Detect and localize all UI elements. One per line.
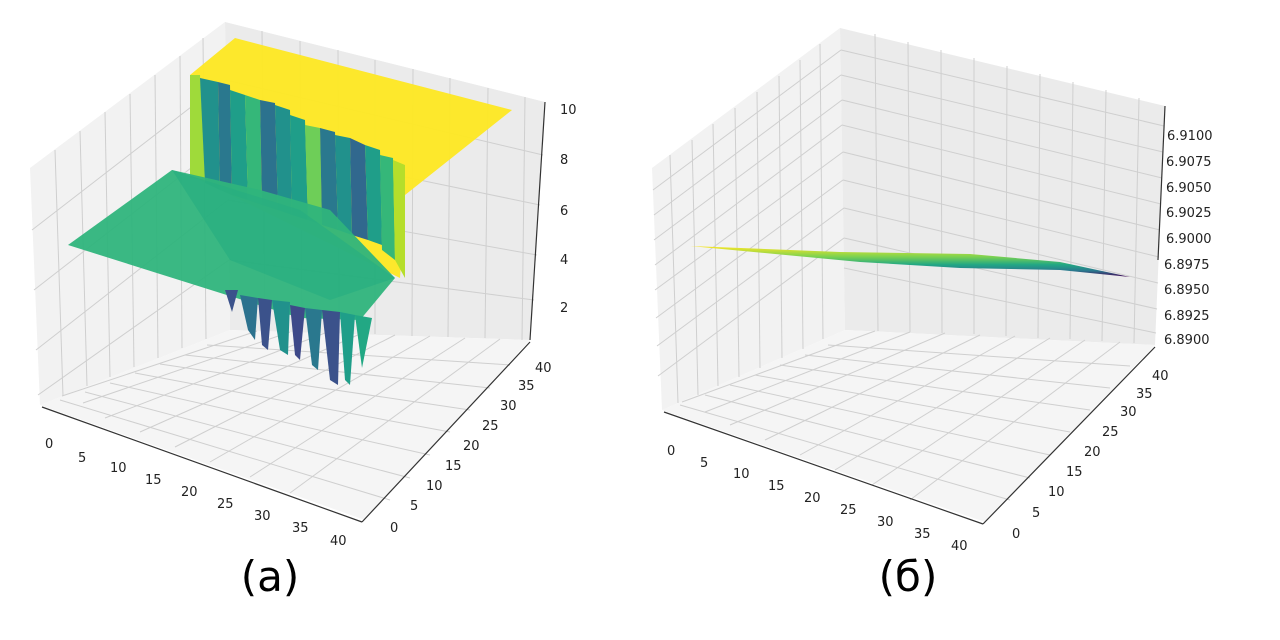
surface-plot-a: 0 5 10 15 20 25 30 35 40 0 5 10 15 20 25… <box>30 22 577 549</box>
svg-text:0: 0 <box>667 444 675 459</box>
svg-text:6.8925: 6.8925 <box>1164 309 1210 324</box>
svg-text:6.9025: 6.9025 <box>1166 206 1212 221</box>
svg-text:6.9075: 6.9075 <box>1166 155 1212 170</box>
svg-text:35: 35 <box>292 521 309 536</box>
svg-text:20: 20 <box>463 439 480 454</box>
svg-text:20: 20 <box>804 491 821 506</box>
z-axis <box>1157 105 1166 261</box>
svg-text:0: 0 <box>1012 527 1020 542</box>
svg-text:40: 40 <box>951 539 968 554</box>
surface-plot-b: 0 5 10 15 20 25 30 35 40 0 5 10 15 20 25… <box>652 28 1213 554</box>
svg-text:30: 30 <box>877 515 894 530</box>
svg-text:40: 40 <box>330 534 347 549</box>
z-tick-labels: 2 4 6 8 10 <box>560 103 577 316</box>
svg-text:30: 30 <box>254 509 271 524</box>
svg-text:5: 5 <box>410 499 418 514</box>
svg-text:20: 20 <box>1084 445 1101 460</box>
pane-floor <box>662 330 1155 522</box>
surface-spikes-down <box>225 290 372 385</box>
svg-text:35: 35 <box>1136 387 1153 402</box>
surface-sliver <box>690 246 1130 277</box>
svg-text:6.9050: 6.9050 <box>1166 181 1212 196</box>
svg-text:40: 40 <box>535 361 552 376</box>
chart-panel-b: 0 5 10 15 20 25 30 35 40 0 5 10 15 20 25… <box>640 0 1280 640</box>
svg-text:0: 0 <box>45 437 53 452</box>
svg-text:10: 10 <box>426 479 443 494</box>
y-axis <box>982 346 1156 525</box>
svg-text:6.8900: 6.8900 <box>1164 333 1210 348</box>
svg-text:6.8950: 6.8950 <box>1164 283 1210 298</box>
y-tick-labels: 0 5 10 15 20 25 30 35 40 <box>390 361 552 536</box>
svg-text:6.9000: 6.9000 <box>1166 232 1212 247</box>
x-tick-labels: 0 5 10 15 20 25 30 35 40 <box>45 437 347 549</box>
svg-text:15: 15 <box>1066 465 1083 480</box>
svg-text:40: 40 <box>1152 369 1169 384</box>
caption-a: (a) <box>240 552 300 601</box>
x-axis <box>663 411 984 525</box>
svg-text:10: 10 <box>110 461 127 476</box>
svg-text:15: 15 <box>768 479 785 494</box>
svg-text:5: 5 <box>1032 506 1040 521</box>
svg-text:25: 25 <box>482 419 499 434</box>
svg-text:4: 4 <box>560 253 568 268</box>
x-tick-labels: 0 5 10 15 20 25 30 35 40 <box>667 444 968 554</box>
svg-text:8: 8 <box>560 153 568 168</box>
svg-text:2: 2 <box>560 301 568 316</box>
svg-text:6.9100: 6.9100 <box>1167 129 1213 144</box>
surface-transition-stripes <box>190 75 405 278</box>
chart-panel-a: 0 5 10 15 20 25 30 35 40 0 5 10 15 20 25… <box>30 22 577 601</box>
caption-b: (б) <box>878 552 938 601</box>
pane-back <box>840 28 1165 345</box>
svg-text:15: 15 <box>445 459 462 474</box>
svg-text:6.8975: 6.8975 <box>1164 258 1210 273</box>
svg-text:10: 10 <box>560 103 577 118</box>
z-axis <box>529 101 546 341</box>
svg-text:35: 35 <box>914 527 931 542</box>
svg-text:0: 0 <box>390 521 398 536</box>
y-tick-labels: 0 5 10 15 20 25 30 35 40 <box>1012 369 1169 542</box>
svg-text:10: 10 <box>733 467 750 482</box>
svg-text:30: 30 <box>1120 405 1137 420</box>
svg-text:6: 6 <box>560 204 568 219</box>
y-axis <box>361 341 531 523</box>
svg-text:35: 35 <box>518 379 535 394</box>
x-axis <box>41 406 363 523</box>
svg-text:20: 20 <box>181 485 198 500</box>
svg-text:25: 25 <box>217 497 234 512</box>
grid-lines <box>652 33 1165 501</box>
svg-text:5: 5 <box>78 451 86 466</box>
svg-text:25: 25 <box>1102 425 1119 440</box>
svg-text:30: 30 <box>500 399 517 414</box>
svg-text:5: 5 <box>700 456 708 471</box>
z-tick-labels: 6.8900 6.8925 6.8950 6.8975 6.9000 6.902… <box>1164 129 1213 348</box>
svg-text:25: 25 <box>840 503 857 518</box>
svg-text:10: 10 <box>1048 485 1065 500</box>
svg-text:15: 15 <box>145 473 162 488</box>
